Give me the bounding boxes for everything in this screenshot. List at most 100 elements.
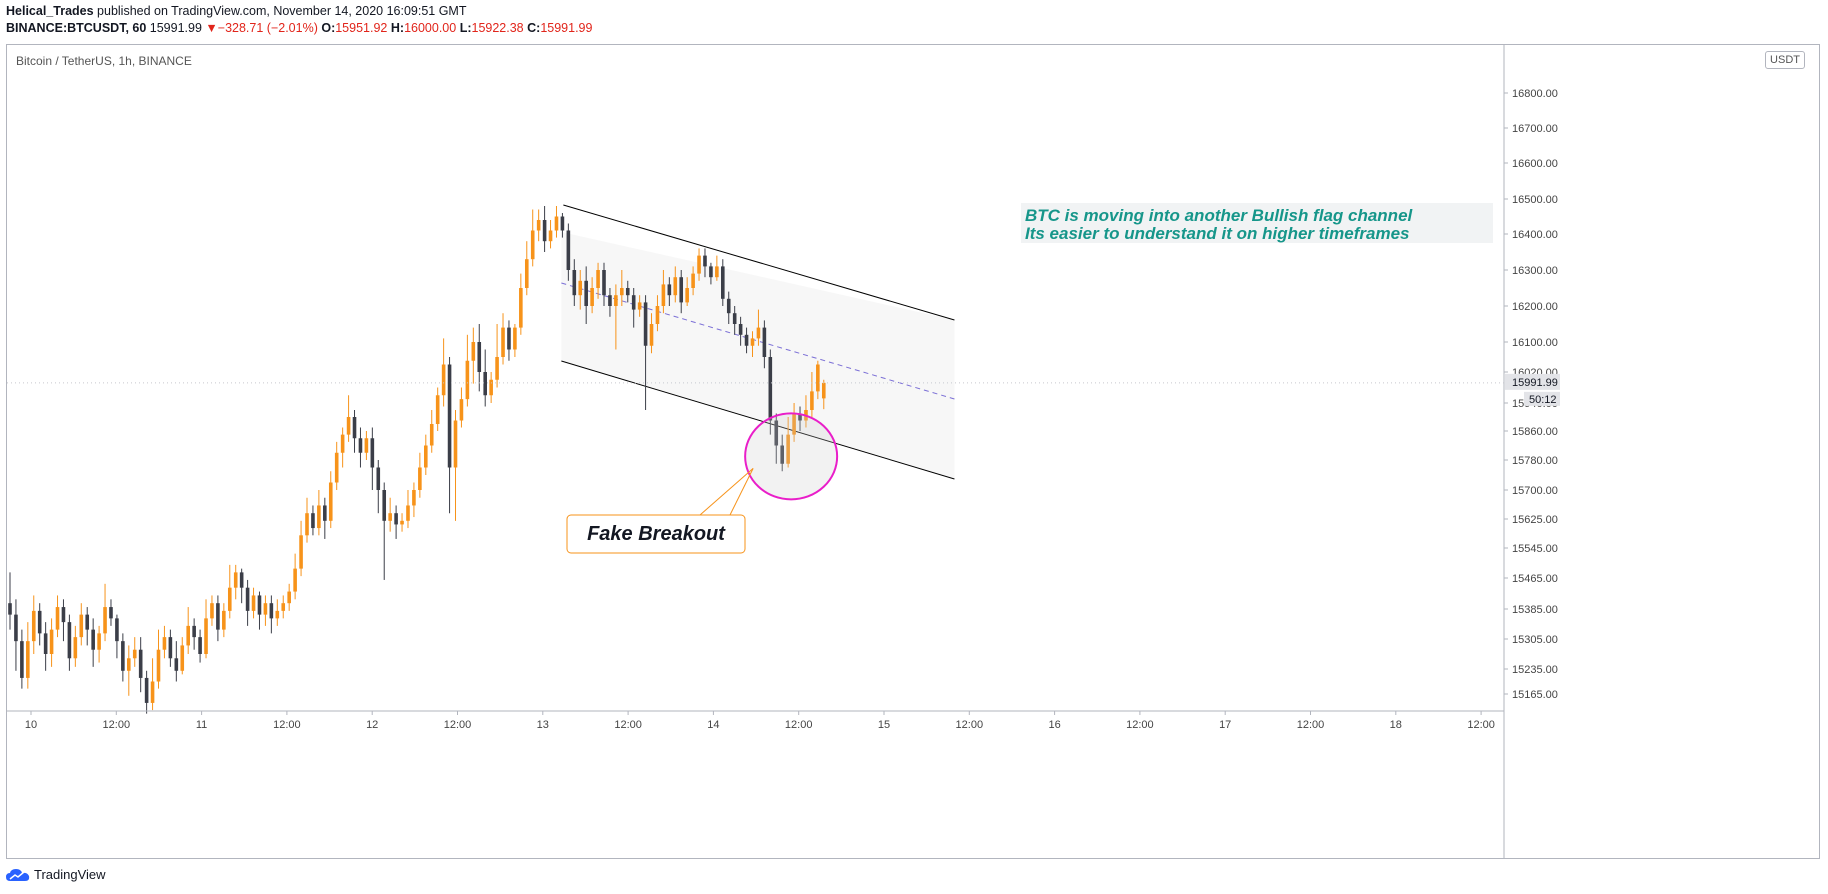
price-tick-label: 16700.00 [1512, 123, 1558, 135]
price-tick-label: 15700.00 [1512, 485, 1558, 497]
candle-body [257, 595, 262, 615]
candle-body [73, 637, 78, 659]
candle-body [726, 298, 731, 314]
candle-body [216, 603, 220, 630]
candle-body [26, 641, 30, 678]
candle-body [269, 603, 274, 619]
candle-body [578, 280, 583, 296]
currency-badge[interactable]: USDT [1765, 51, 1805, 69]
time-tick-label: 10 [25, 719, 37, 731]
candle-body [67, 622, 72, 659]
candle-body [382, 490, 387, 521]
candle-body [61, 607, 66, 623]
candle-body [186, 625, 190, 646]
candle-body [566, 230, 571, 270]
candle-body [798, 413, 802, 421]
candle-body [144, 677, 149, 703]
candle-body [732, 313, 737, 324]
high-label: H: [390, 21, 405, 35]
time-tick-label: 11 [196, 719, 207, 731]
candle-body [542, 220, 547, 242]
channel-upper-line [563, 204, 955, 321]
candle-body [150, 681, 155, 703]
candle-body [756, 327, 761, 339]
chart-frame[interactable]: 16800.00 16700.00 16600.00 16500.00 16400.00… [6, 44, 1820, 859]
candle-body [631, 295, 636, 310]
price-tick-label: 15385.00 [1512, 604, 1558, 616]
last-price-tag [1505, 373, 1560, 390]
candle-body [786, 434, 790, 464]
candle-body [352, 417, 357, 439]
candle-body [400, 520, 404, 525]
candle-body [625, 288, 630, 296]
candle-body [109, 607, 113, 619]
candle-body [91, 629, 95, 650]
candle-body [156, 649, 161, 682]
price-tick-label: 15625.00 [1512, 514, 1558, 526]
price-tick-label: 15165.00 [1512, 689, 1558, 701]
candle-body [328, 482, 333, 521]
price-tick-label: 16600.00 [1512, 158, 1558, 170]
candle-body [8, 603, 12, 615]
candle-body [750, 338, 755, 346]
time-tick-label: 12:00 [956, 719, 984, 731]
note-background [1021, 203, 1493, 243]
candle-body [513, 327, 517, 350]
close-value: 15991.99 [540, 21, 593, 35]
candle-body [55, 607, 60, 630]
candle-body [346, 417, 351, 435]
price-tick-label: 15465.00 [1512, 573, 1558, 585]
candle-body [192, 625, 196, 638]
time-tick-label: 12:00 [1126, 719, 1154, 731]
price-tick-label: 16400.00 [1512, 229, 1558, 241]
candle-body [418, 467, 422, 490]
candle-body [596, 270, 600, 288]
candle-body [394, 513, 398, 525]
candle-body [406, 505, 410, 521]
price-tick-label: 15780.00 [1512, 455, 1558, 467]
candle-body [168, 637, 173, 659]
candle-body [227, 587, 232, 611]
candle-body [198, 637, 202, 654]
chart-canvas[interactable]: 16800.00 16700.00 16600.00 16500.00 16400.00… [7, 45, 1819, 858]
time-tick-label: 17 [1219, 719, 1231, 731]
price-tick-label: 16200.00 [1512, 301, 1558, 313]
candle-body [816, 364, 820, 392]
candle-body [655, 306, 660, 324]
publish-info: Helical_Trades published on TradingView.… [6, 4, 466, 18]
author-name[interactable]: Helical_Trades [6, 4, 94, 18]
chart-title: Bitcoin / TetherUS, 1h, BINANCE [16, 54, 192, 68]
candles [8, 206, 826, 714]
candle-body [667, 284, 672, 296]
annotation-note-line: Its easier to understand it on higher ti… [1025, 224, 1409, 243]
candle-body [281, 603, 286, 611]
candle-body [477, 342, 482, 372]
channel-lower-line [561, 360, 955, 480]
candle-body [245, 587, 250, 611]
price-tick-label: 15305.00 [1512, 634, 1558, 646]
candle-body [465, 360, 470, 400]
candle-body [697, 255, 701, 274]
published-text: published on TradingView.com, November 1… [97, 4, 467, 18]
tradingview-logo[interactable]: TradingView [6, 867, 106, 882]
candle-body [85, 614, 90, 630]
time-tick-label: 12:00 [103, 719, 131, 731]
candle-body [317, 505, 321, 529]
candle-body [31, 610, 36, 642]
axes: 16800.00 16700.00 16600.00 16500.00 16400.00… [7, 45, 1560, 858]
candle-body [560, 216, 565, 231]
candle-body [37, 610, 42, 634]
candle-body [204, 618, 208, 654]
tradingview-cloud-icon [6, 868, 30, 881]
candle-body [459, 399, 464, 421]
price-tick-label: 16100.00 [1512, 337, 1558, 349]
time-tick-label: 18 [1390, 719, 1402, 731]
candle-body [263, 603, 268, 615]
candle-body [489, 379, 493, 396]
candle-body [334, 452, 339, 483]
candle-body [441, 364, 446, 396]
candle-body [14, 614, 18, 642]
candle-body [251, 595, 256, 611]
candle-body [222, 610, 226, 630]
low-label: L: [459, 21, 472, 35]
